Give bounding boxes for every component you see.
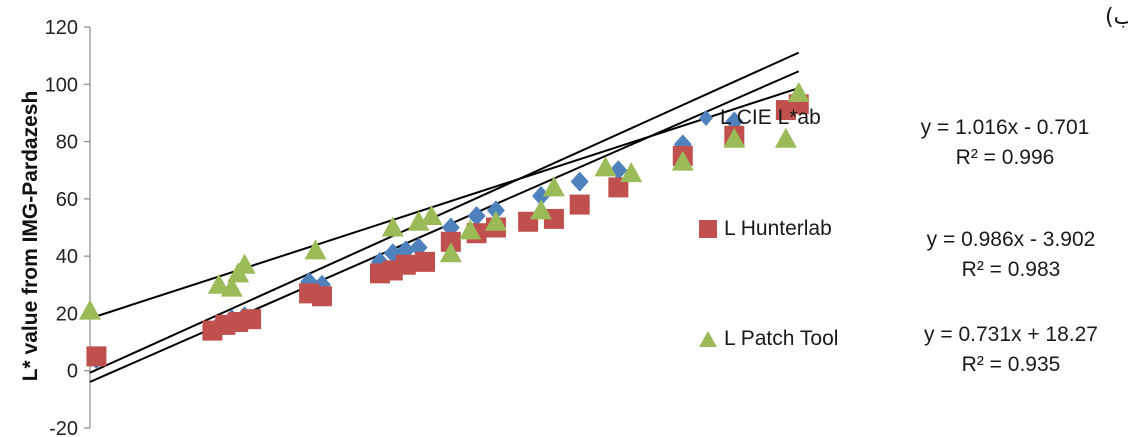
- y-tick-label: 0: [67, 361, 78, 383]
- trendlines: [89, 51, 800, 383]
- data-point-cie: [486, 200, 505, 221]
- y-axis-label: L* value from IMG-Pardazesh: [19, 91, 42, 382]
- data-point-cie: [467, 206, 486, 227]
- data-point-hunterlab: [241, 309, 262, 330]
- equation-patch-tool: y = 0.731x + 18.27 R² = 0.935: [896, 320, 1126, 380]
- data-point-patch-tool: [671, 150, 694, 171]
- legend-label: L Hunterlab: [724, 217, 832, 240]
- r-squared: R² = 0.983: [961, 258, 1061, 281]
- data-point-hunterlab: [440, 231, 461, 252]
- legend-label: L CIE L*ab: [720, 106, 821, 129]
- data-point-patch-tool: [420, 205, 443, 226]
- legend-item-patch-tool: L Patch Tool: [698, 324, 838, 354]
- equation-hunterlab: y = 0.986x - 3.902 R² = 0.983: [896, 225, 1126, 285]
- y-tick-label: -20: [49, 418, 78, 437]
- y-tick-label: 40: [56, 246, 78, 268]
- axes: -20 0 20 40 60 80 100 120: [45, 17, 91, 437]
- data-point-hunterlab: [311, 286, 332, 307]
- trendline: [89, 87, 800, 320]
- diamond-icon: [699, 110, 713, 126]
- equation-line: y = 1.016x - 0.701: [920, 116, 1090, 139]
- triangle-icon: [699, 331, 717, 347]
- y-tick-label: 120: [45, 17, 78, 39]
- legend-item-cie: L CIE L*ab: [698, 103, 821, 133]
- legend-item-hunterlab: L Hunterlab: [698, 214, 832, 244]
- trendline: [89, 51, 800, 374]
- y-tick-label: 60: [56, 189, 78, 211]
- data-point-patch-tool: [459, 219, 482, 240]
- data-point-patch-tool: [304, 239, 327, 260]
- data-point-hunterlab: [569, 194, 590, 215]
- data-point-patch-tool: [439, 242, 462, 263]
- data-point-patch-tool: [530, 199, 553, 220]
- y-tick-label: 100: [45, 74, 78, 96]
- data-point-hunterlab: [608, 177, 629, 198]
- data-point-patch-tool: [723, 127, 746, 148]
- legend-label: L Patch Tool: [724, 327, 839, 350]
- data-points: [79, 81, 810, 370]
- data-point-patch-tool: [542, 176, 565, 197]
- data-point-cie: [570, 171, 589, 192]
- data-point-patch-tool: [220, 276, 243, 297]
- data-point-patch-tool: [79, 299, 101, 320]
- data-point-cie: [532, 185, 551, 206]
- equation-line: y = 0.986x - 3.902: [926, 228, 1096, 251]
- data-point-patch-tool: [381, 216, 404, 237]
- y-tick-label: 80: [56, 132, 78, 154]
- top-text: (ج) (ب) (ج) (ب) (ج) (ب): [1105, 5, 1128, 30]
- data-point-patch-tool: [620, 162, 643, 183]
- r-squared: R² = 0.996: [955, 146, 1055, 169]
- data-point-hunterlab: [86, 346, 107, 367]
- square-icon: [699, 220, 717, 238]
- data-point-hunterlab: [395, 254, 416, 275]
- data-point-hunterlab: [415, 251, 436, 272]
- equation-line: y = 0.731x + 18.27: [924, 323, 1098, 346]
- y-tick-label: 20: [56, 303, 78, 325]
- data-point-patch-tool: [774, 127, 797, 148]
- data-point-patch-tool: [484, 210, 507, 231]
- data-point-patch-tool: [233, 253, 256, 274]
- data-point-patch-tool: [407, 210, 430, 231]
- r-squared: R² = 0.935: [961, 353, 1061, 376]
- data-point-patch-tool: [787, 81, 810, 102]
- data-point-patch-tool: [207, 273, 230, 294]
- equation-cie: y = 1.016x - 0.701 R² = 0.996: [890, 113, 1120, 173]
- data-point-patch-tool: [594, 156, 617, 177]
